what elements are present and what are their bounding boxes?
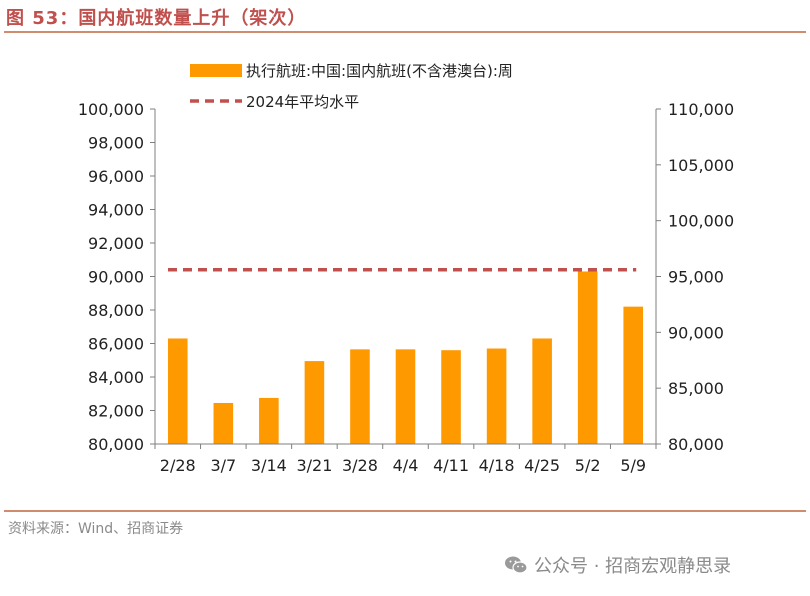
top-rule — [4, 31, 806, 33]
left-tick-label: 92,000 — [88, 234, 144, 253]
left-tick-label: 98,000 — [88, 134, 144, 153]
x-tick-label: 2/28 — [160, 456, 196, 475]
left-tick-label: 84,000 — [88, 368, 144, 387]
left-tick-label: 100,000 — [78, 100, 144, 119]
bar — [441, 350, 461, 444]
wechat-icon — [505, 556, 528, 574]
bottom-rule — [4, 510, 806, 512]
right-tick-label: 100,000 — [668, 212, 734, 231]
right-tick-label: 95,000 — [668, 268, 724, 287]
x-tick-label: 5/2 — [575, 456, 601, 475]
legend: 执行航班:中国:国内航班(不含港澳台):周 2024年平均水平 — [190, 62, 513, 111]
bar — [486, 348, 507, 444]
watermark: 公众号 · 招商宏观静思录 — [504, 552, 731, 578]
right-tick-label: 110,000 — [668, 100, 734, 119]
x-tick-label: 5/9 — [620, 456, 646, 475]
left-tick-label: 88,000 — [88, 301, 144, 320]
right-tick-label: 80,000 — [668, 435, 724, 454]
bar — [259, 397, 279, 444]
left-tick-label: 96,000 — [88, 167, 144, 186]
figure-title: 图 53：国内航班数量上升（架次） — [6, 8, 307, 29]
legend-label-bar: 执行航班:中国:国内航班(不含港澳台):周 — [246, 62, 513, 80]
left-axis: 80,000 82,000 84,000 86,000 88,000 90,000 92,0… — [78, 100, 156, 454]
bars — [167, 271, 644, 444]
bar — [167, 338, 188, 444]
left-tick-label: 86,000 — [88, 335, 144, 354]
legend-swatch-bar — [190, 64, 242, 77]
bar — [395, 349, 416, 444]
bar — [350, 349, 370, 444]
x-tick-label: 3/28 — [342, 456, 378, 475]
right-tick-label: 90,000 — [668, 323, 724, 342]
x-tick-label: 3/14 — [251, 456, 287, 475]
right-axis: 80,000 85,000 90,000 95,000 100,000 105,000 11… — [655, 100, 734, 454]
x-tick-label: 4/4 — [393, 456, 419, 475]
bar — [577, 271, 598, 444]
left-tick-label: 82,000 — [88, 402, 144, 421]
flights-chart: 执行航班:中国:国内航班(不含港澳台):周 2024年平均水平 80,000 82… — [78, 62, 734, 475]
x-tick-label: 3/7 — [210, 456, 236, 475]
right-tick-label: 85,000 — [668, 379, 724, 398]
x-tick-label: 3/21 — [296, 456, 332, 475]
x-axis: 2/28 3/7 3/14 3/21 3/28 4/4 4/11 4/18 4/25 5/2 5/9 — [154, 443, 657, 475]
x-tick-label: 4/11 — [433, 456, 469, 475]
bar — [213, 402, 234, 444]
left-tick-label: 94,000 — [88, 201, 144, 220]
watermark-text: 公众号 · 招商宏观静思录 — [534, 556, 732, 577]
x-tick-label: 4/18 — [479, 456, 515, 475]
source-note: 资料来源：Wind、招商证券 — [8, 521, 184, 537]
bar — [532, 338, 552, 444]
left-tick-label: 90,000 — [88, 268, 144, 287]
bar — [623, 306, 644, 444]
bar — [304, 361, 325, 444]
right-tick-label: 105,000 — [668, 156, 734, 175]
x-tick-label: 4/25 — [524, 456, 560, 475]
legend-label-line: 2024年平均水平 — [246, 93, 359, 111]
left-tick-label: 80,000 — [88, 435, 144, 454]
